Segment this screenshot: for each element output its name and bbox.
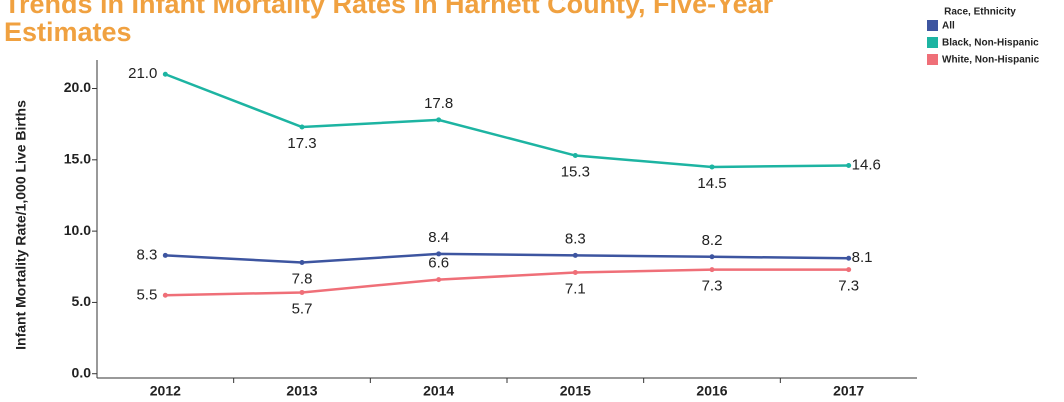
data-label: 8.4 [428, 229, 449, 246]
point [162, 71, 168, 77]
point [572, 269, 578, 275]
legend-swatch [927, 54, 938, 65]
data-label: 15.3 [561, 164, 590, 181]
point [572, 153, 578, 159]
y-axis-label: Infant Mortality Rate/1,000 Live Births [13, 100, 29, 350]
point [162, 252, 168, 258]
point [162, 292, 168, 298]
y-tick-label: 10.0 [64, 222, 91, 238]
x-tick-label: 2017 [833, 383, 864, 399]
title-line: Trends in Infant Mortality Rates in Harn… [4, 0, 774, 19]
data-label: 17.3 [287, 135, 316, 152]
data-label: 8.2 [702, 232, 723, 249]
point [709, 267, 715, 273]
point [846, 255, 852, 261]
data-label: 5.5 [136, 286, 157, 303]
data-label: 21.0 [128, 65, 157, 82]
point [436, 117, 442, 123]
title-line: Estimates [4, 17, 132, 47]
x-tick-label: 2013 [286, 383, 317, 399]
legend-swatch [927, 37, 938, 48]
data-label: 7.3 [702, 278, 723, 295]
point [846, 163, 852, 169]
chart-title: Trends in Infant Mortality Rates in Harn… [4, 0, 781, 47]
point [709, 164, 715, 170]
point [299, 259, 305, 265]
series-line [165, 268, 849, 297]
data-label: 14.5 [697, 175, 726, 192]
legend-label: White, Non-Hispanic [942, 55, 1040, 66]
legend-label: All [942, 21, 955, 32]
point [299, 289, 305, 295]
data-label: 7.3 [838, 278, 859, 295]
y-tick-label: 20.0 [64, 79, 91, 95]
legend-title: Race, Ethnicity [944, 7, 1016, 18]
data-label: 8.3 [136, 246, 157, 263]
data-label: 7.8 [292, 270, 313, 287]
data-label: 5.7 [292, 300, 313, 317]
legend-label: Black, Non-Hispanic [942, 38, 1039, 49]
series-line [165, 252, 849, 264]
x-tick-label: 2014 [423, 383, 454, 399]
y-tick-label: 5.0 [72, 293, 92, 309]
x-tick-label: 2015 [560, 383, 591, 399]
data-label: 17.8 [424, 95, 453, 112]
point [572, 252, 578, 258]
point [436, 251, 442, 257]
x-tick-label: 2016 [696, 383, 727, 399]
data-label: 7.1 [565, 280, 586, 297]
data-label: 14.6 [852, 156, 881, 173]
data-label: 8.3 [565, 230, 586, 247]
series-line [164, 73, 849, 169]
legend-swatch [927, 20, 938, 31]
point [709, 254, 715, 260]
x-tick-label: 2012 [150, 383, 181, 399]
point [436, 277, 442, 283]
y-tick-label: 0.0 [72, 364, 92, 380]
data-label: 6.6 [428, 255, 449, 272]
point [299, 124, 305, 130]
y-tick-label: 15.0 [64, 151, 91, 167]
data-label: 8.1 [852, 249, 873, 266]
point [846, 267, 852, 273]
